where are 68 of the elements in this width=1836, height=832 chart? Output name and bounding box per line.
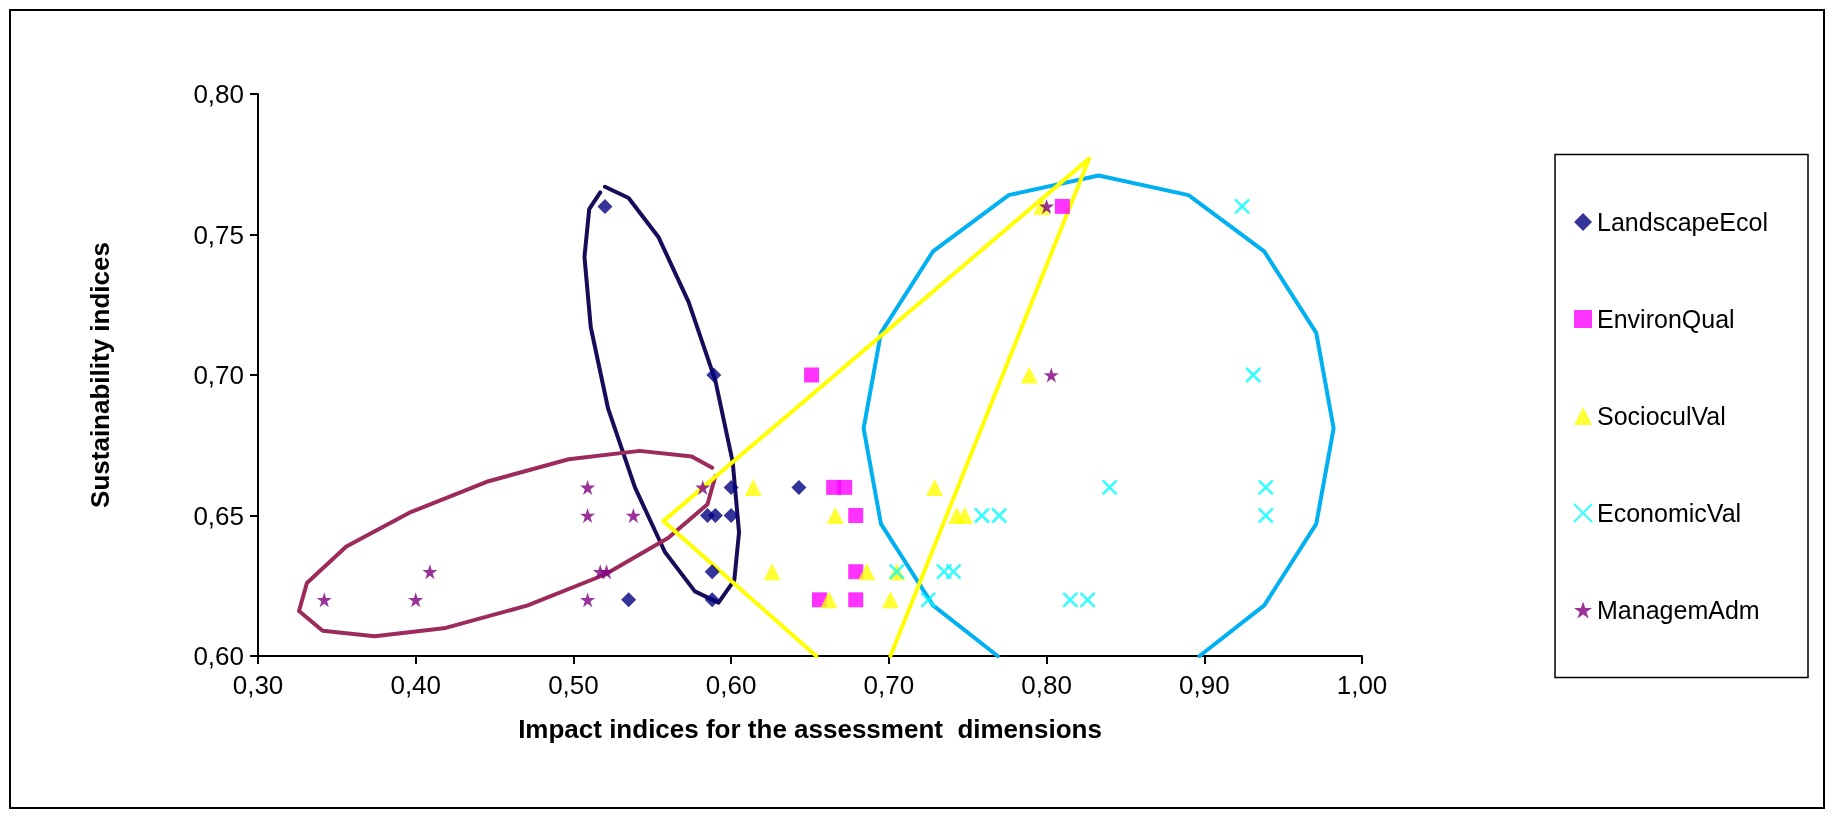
point [1101, 479, 1118, 496]
point [848, 564, 864, 580]
x-tick-label: 0,90 [1178, 670, 1230, 700]
point [706, 367, 722, 383]
point [723, 508, 739, 523]
point [804, 367, 820, 383]
y-tick-label: 0,70 [193, 360, 244, 390]
point [973, 507, 991, 524]
point [408, 592, 424, 608]
point [422, 564, 438, 580]
point [881, 591, 899, 609]
point [316, 592, 332, 608]
y-tick-label: 0,60 [193, 641, 244, 671]
point [1257, 507, 1275, 524]
point [820, 591, 838, 609]
point [945, 563, 962, 580]
point [763, 563, 781, 581]
point [1079, 591, 1096, 609]
point [625, 508, 641, 523]
x-tick-label: 0,80 [1021, 670, 1072, 700]
legend-label: LandscapeEcol [1597, 208, 1769, 236]
point [848, 508, 864, 523]
point [707, 508, 723, 523]
point [704, 592, 720, 608]
point [1054, 198, 1070, 214]
x-tick-label: 0,40 [390, 670, 442, 700]
point [597, 198, 613, 214]
legend-label: EconomicVal [1597, 499, 1742, 527]
point [858, 563, 876, 581]
point [621, 592, 637, 608]
point [956, 507, 974, 524]
point [848, 592, 864, 608]
point [920, 591, 937, 609]
x-tick-label: 0,60 [705, 670, 757, 700]
point [1039, 198, 1055, 214]
point [1257, 479, 1275, 496]
legend-label: ManagemAdm [1597, 596, 1760, 624]
point [599, 564, 615, 580]
x-axis-title: Impact indices for the assessment dimensions [518, 714, 1102, 744]
point [837, 479, 853, 495]
point [791, 479, 807, 495]
y-tick-label: 0,80 [193, 79, 244, 109]
y-tick-label: 0,75 [193, 219, 244, 250]
point [580, 479, 596, 495]
point [704, 564, 720, 580]
point [1061, 591, 1079, 609]
point [695, 479, 711, 495]
line-series [297, 448, 718, 639]
legend-label: SocioculVal [1597, 402, 1726, 430]
point [1244, 366, 1262, 384]
x-tick-label: 0,70 [863, 670, 915, 700]
x-tick-label: 0,50 [548, 670, 599, 700]
x-tick-label: 0,30 [232, 670, 284, 700]
point [991, 507, 1008, 524]
point [580, 592, 596, 608]
point [580, 508, 596, 523]
point [826, 507, 844, 524]
point [1233, 198, 1251, 215]
point [935, 563, 953, 580]
y-tick-label: 0,65 [193, 500, 244, 531]
x-tick-label: 1,00 [1336, 670, 1388, 700]
legend-label: EnvironQual [1597, 305, 1735, 333]
point [926, 478, 944, 496]
point [1020, 366, 1038, 384]
y-axis-title: Sustainability indices [85, 242, 115, 508]
point [744, 478, 762, 496]
point [723, 479, 739, 495]
point [1043, 367, 1059, 383]
